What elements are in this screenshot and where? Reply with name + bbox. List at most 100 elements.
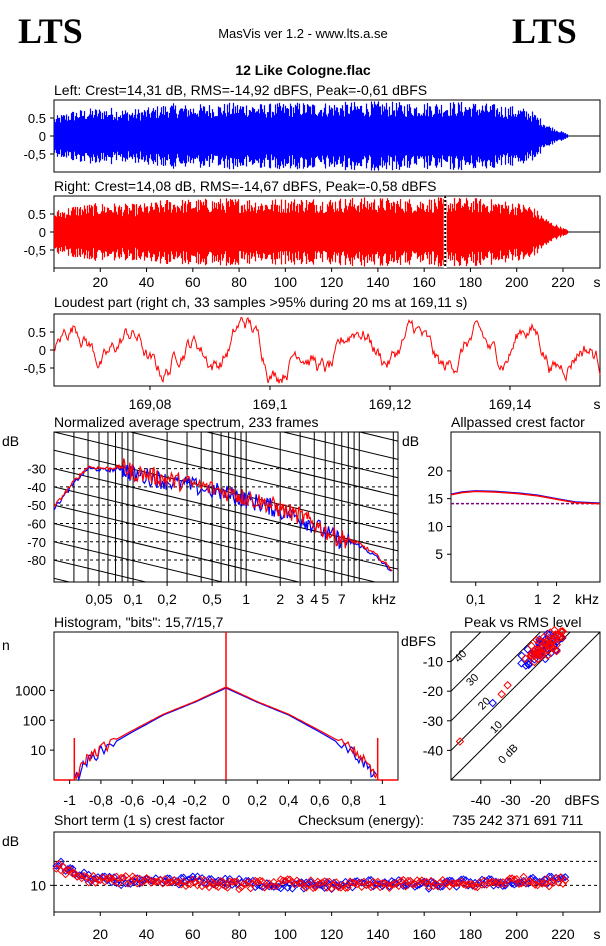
spectrum-xtick-label: 0,1 (123, 591, 143, 607)
loudest-ytick-label: 0 (39, 343, 46, 358)
peakrms-ytick-label: -20 (423, 683, 443, 699)
peakrms-xtick-label: -30 (500, 792, 520, 808)
shortcrest-point-1 (272, 882, 281, 891)
shortcrest-point-1 (457, 877, 466, 886)
peakrms-diag (451, 632, 512, 692)
peakrms-point-0 (543, 629, 552, 639)
shortcrest-point-1 (87, 875, 95, 883)
shortcrest-point-1 (174, 878, 183, 886)
hist-xtick-label: 0 (222, 792, 230, 808)
wave-xtick-label: 180 (459, 274, 483, 290)
loudest-xtick-label: 169,12 (369, 396, 412, 412)
spectrum-xtick-label: 7 (338, 591, 346, 607)
loudest-title: Loudest part (right ch, 33 samples >95% … (54, 294, 468, 310)
shortcrest-point-1 (311, 883, 320, 892)
shortcrest-xtick-label: 100 (274, 926, 298, 942)
shortcrest-point-1 (385, 884, 394, 892)
shortcrest-point-1 (360, 877, 368, 886)
shortcrest-point-1 (188, 875, 197, 884)
crest-xtick-label: 0,1 (466, 591, 486, 607)
shortcrest-point-1 (89, 871, 98, 880)
peakrms-point-1 (532, 646, 542, 656)
peakrms-xtick-label: -20 (530, 792, 550, 808)
shortcrest-point-1 (297, 879, 306, 888)
peakrms-point-1 (556, 627, 566, 636)
shortcrest-xtick-label: 160 (412, 926, 436, 942)
wave-xunit: s (594, 274, 601, 290)
wave-xtick-label: 120 (320, 274, 344, 290)
loudest-ytick-label: -0,5 (24, 361, 46, 376)
shortcrest-point-1 (260, 883, 269, 892)
shortcrest-point-1 (325, 877, 334, 886)
peakrms-diag-label: 10 (488, 719, 505, 736)
shortcrest-point-1 (306, 876, 315, 885)
hist-series-0 (73, 687, 378, 782)
spectrum-slope (128, 432, 398, 497)
shortcrest-point-1 (228, 877, 237, 886)
peakrms-xlabel: dBFS (564, 792, 599, 808)
spectrum-slope (357, 432, 398, 442)
peakrms-diag-label: 0 dB (496, 742, 520, 766)
spectrum-title: Normalized average spectrum, 233 frames (54, 414, 319, 430)
spectrum-slope (54, 432, 398, 515)
shortcrest-point-1 (202, 880, 211, 889)
peakrms-ytick-label: -30 (423, 713, 443, 729)
peakrms-ylabel: dBFS (401, 633, 436, 649)
spectrum-ytick-label: -40 (27, 480, 46, 495)
crest-ytick-label: 5 (435, 546, 443, 562)
hist-ytick-label: 100 (23, 712, 47, 728)
peakrms-point-0 (524, 660, 533, 670)
peakrms-point-1 (527, 641, 536, 651)
peakrms-point-1 (526, 651, 535, 660)
shortcrest-point-1 (242, 880, 250, 889)
shortcrest-point-1 (205, 883, 213, 892)
shortcrest-point-1 (383, 880, 392, 889)
shortcrest-point-1 (168, 877, 176, 886)
hist-xtick-label: 0,6 (310, 792, 330, 808)
shortcrest-point-1 (232, 877, 241, 886)
wave-xtick-label: 140 (366, 274, 390, 290)
left-wave-ytick-label: 0 (39, 129, 46, 144)
peakrms-point-0 (552, 645, 561, 655)
peakrms-point-1 (543, 645, 552, 655)
shortcrest-point-1 (519, 872, 528, 881)
logo-right: LTS (512, 11, 577, 51)
hist-xtick-label: -0,2 (183, 792, 207, 808)
shortcrest-point-0 (306, 878, 315, 887)
shortcrest-point-1 (223, 883, 232, 892)
hist-xtick-label: -0,4 (151, 792, 175, 808)
shortcrest-point-0 (545, 872, 554, 881)
wave-xtick-label: 220 (551, 274, 575, 290)
shortcrest-point-0 (424, 884, 433, 893)
peakrms-point-1 (558, 626, 567, 636)
hist-xtick-label: -1 (63, 792, 76, 808)
right-title: Right: Crest=14,08 dB, RMS=-14,67 dBFS, … (54, 178, 437, 194)
shortcrest-point-1 (371, 880, 380, 889)
peakrms-point-1 (497, 689, 506, 699)
left-title: Left: Crest=14,31 dB, RMS=-14,92 dBFS, P… (54, 82, 428, 98)
shortcrest-point-1 (404, 876, 412, 885)
shortcrest-point-1 (438, 875, 447, 884)
peakrms-diag (451, 632, 571, 752)
wave-xtick-label: 160 (412, 274, 436, 290)
crest-frame (450, 431, 601, 583)
crest-ytick-label: 20 (427, 463, 443, 479)
right-wave-ytick-label: 0.5 (28, 207, 46, 222)
spectrum-slope (204, 432, 398, 479)
crest-title: Allpassed crest factor (451, 414, 585, 430)
shortcrest-point-1 (320, 877, 329, 886)
shortcrest-point-1 (195, 875, 204, 884)
shortcrest-point-1 (246, 884, 255, 893)
crest-xunit: kHz (575, 591, 599, 607)
spectrum-xtick-label: 2 (276, 591, 284, 607)
shortcrest-point-1 (526, 877, 535, 886)
peakrms-point-1 (530, 657, 539, 667)
shortcrest-point-1 (401, 882, 410, 891)
shortcrest-point-1 (332, 878, 341, 887)
peakrms-ytick-label: -40 (423, 742, 443, 758)
wave-xtick-label: 40 (139, 274, 155, 290)
shortcrest-point-0 (56, 857, 65, 866)
logo-left: LTS (18, 11, 83, 51)
spectrum-xunit: kHz (372, 591, 396, 607)
